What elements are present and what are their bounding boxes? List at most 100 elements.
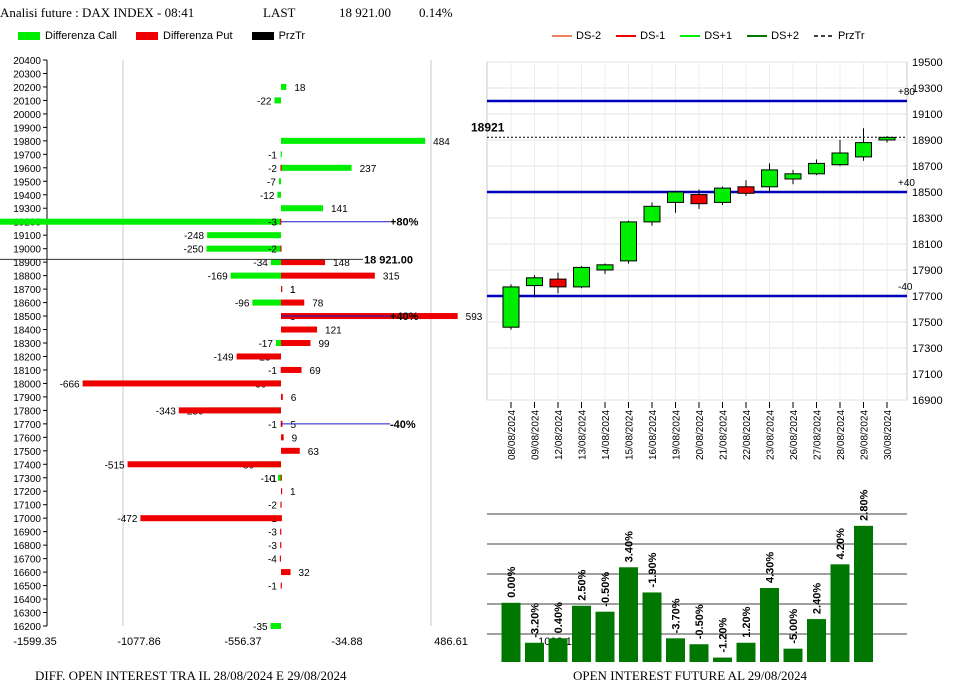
left-y-tick-label: 16900	[13, 528, 41, 539]
candle-y-tick-label: 17300	[912, 343, 943, 355]
candle-y-tick-label: 19300	[912, 83, 943, 95]
left-y-tick-label: 19800	[13, 137, 41, 148]
put-diff-bar	[280, 245, 282, 252]
candle-body	[761, 169, 778, 188]
call-diff-bar	[281, 205, 324, 212]
candle-y-tick-label: 18500	[912, 187, 943, 199]
candle-body	[855, 142, 872, 158]
left-y-tick-label: 17500	[13, 447, 41, 458]
candle-body	[808, 162, 825, 175]
bar-value-label: 237	[360, 164, 377, 175]
bar-value-label: 18	[294, 83, 306, 94]
bar-value-label: 99	[318, 339, 330, 350]
call-diff-bar	[278, 178, 281, 185]
candle-x-tick-label: 20/08/2024	[695, 410, 706, 460]
oi-bar	[689, 644, 709, 662]
legend-item-call: Differenza Call	[18, 30, 117, 42]
oi-bar	[783, 648, 803, 662]
call-diff-bar	[275, 340, 281, 346]
bar-value-label: 1	[290, 285, 296, 296]
oi-bar	[666, 638, 685, 662]
call-diff-bar	[0, 218, 282, 225]
put-diff-bar	[281, 286, 283, 293]
right-legend: DS-2 DS-1 DS+1 DS+2 PrzTr	[552, 30, 865, 42]
bar-value-label: -2	[268, 501, 277, 512]
oi-bar	[807, 619, 826, 662]
oi-bar	[736, 642, 756, 662]
left-y-tick-label: 19000	[13, 245, 41, 256]
bar-value-label: -149	[214, 352, 234, 363]
left-x-tick-label: -556.37	[224, 636, 261, 648]
bar-value-label: 78	[312, 299, 324, 310]
bar-value-label: -12	[260, 191, 275, 202]
bar-value-label: -1	[268, 582, 277, 593]
put-diff-bar	[281, 488, 283, 495]
bar-value-label: -1	[268, 366, 277, 377]
call-diff-bar	[281, 137, 426, 144]
left-y-tick-label: 16800	[13, 541, 41, 552]
bar-value-label: 148	[333, 258, 350, 269]
call-diff-bar	[206, 245, 281, 252]
legend-label-ds+1: DS+1	[704, 30, 733, 42]
bar-value-label: -7	[267, 177, 276, 188]
left-y-tick-label: 16300	[13, 609, 41, 620]
call-diff-bar	[230, 272, 281, 279]
put-diff-bar	[281, 272, 375, 279]
oi-bar-label: 1.20%	[741, 606, 753, 637]
candle-body	[737, 186, 755, 194]
bar-value-label: 32	[299, 568, 311, 579]
candle-x-tick-label: 23/08/2024	[766, 410, 777, 460]
bar-value-label: -2	[268, 164, 277, 175]
legend-label-ds-1: DS-1	[640, 30, 666, 42]
left-y-tick-label: 18400	[13, 326, 41, 337]
put-diff-bar	[281, 366, 302, 373]
left-y-tick-label: 18700	[13, 285, 41, 296]
left-y-tick-label: 17600	[13, 433, 41, 444]
legend-item-ds+2: DS+2	[747, 30, 799, 42]
candle-y-tick-label: 17500	[912, 317, 943, 329]
bar-value-label: -1	[268, 420, 277, 431]
candle-plot-frame	[486, 61, 908, 401]
oi-bar-label: -0.50%	[600, 572, 612, 607]
legend-swatch-call	[18, 32, 40, 41]
left-y-tick-label: 19300	[13, 204, 41, 215]
left-y-tick-label: 20400	[13, 56, 41, 67]
call-diff-bar	[252, 299, 281, 306]
candle-y-tick-label: 16900	[912, 395, 943, 407]
candle-x-tick-label: 26/08/2024	[789, 410, 800, 460]
left-y-tick-label: 18300	[13, 339, 41, 350]
legend-item-put: Differenza Put	[136, 30, 233, 42]
candle-body	[784, 173, 802, 180]
put-diff-bar	[280, 164, 282, 171]
left-y-tick-label: 17000	[13, 514, 41, 525]
candle-x-tick-label: 12/08/2024	[554, 410, 565, 460]
candle-body	[714, 187, 731, 203]
bar-value-label: 484	[433, 137, 450, 148]
bar-value-label: -343	[156, 406, 176, 417]
candle-level-label: +40	[898, 178, 915, 189]
legend-label-prztr-right: PrzTr	[838, 30, 865, 42]
candle-y-tick-label: 17700	[912, 291, 943, 303]
left-y-tick-label: 19500	[13, 177, 41, 188]
bar-value-label: -250	[184, 245, 204, 256]
oi-bar-label: -5.00%	[788, 609, 800, 644]
bar-value-label: 63	[308, 447, 320, 458]
bar-value-label: -4	[268, 555, 277, 566]
bar-value-label: -169	[208, 272, 228, 283]
legend-label-ds+2: DS+2	[771, 30, 799, 42]
bar-value-label: -22	[257, 96, 272, 107]
call-diff-bar	[270, 623, 281, 629]
oi-bar-label: 4.30%	[765, 552, 777, 583]
bar-value-label: -1	[268, 150, 277, 161]
left-y-tick-label: 16600	[13, 568, 41, 579]
left-y-tick-label: 18500	[13, 312, 41, 323]
left-y-tick-label: 17400	[13, 460, 41, 471]
legend-item-prztr-right: PrzTr	[814, 30, 865, 42]
call-diff-bar	[277, 191, 281, 198]
oi-bar	[619, 567, 638, 662]
call-diff-bar	[281, 164, 352, 171]
left-y-tick-label: 19600	[13, 164, 41, 175]
bar-value-label: -3	[268, 218, 277, 229]
candle-y-tick-label: 18900	[912, 135, 943, 147]
left-y-tick-label: 18100	[13, 366, 41, 377]
